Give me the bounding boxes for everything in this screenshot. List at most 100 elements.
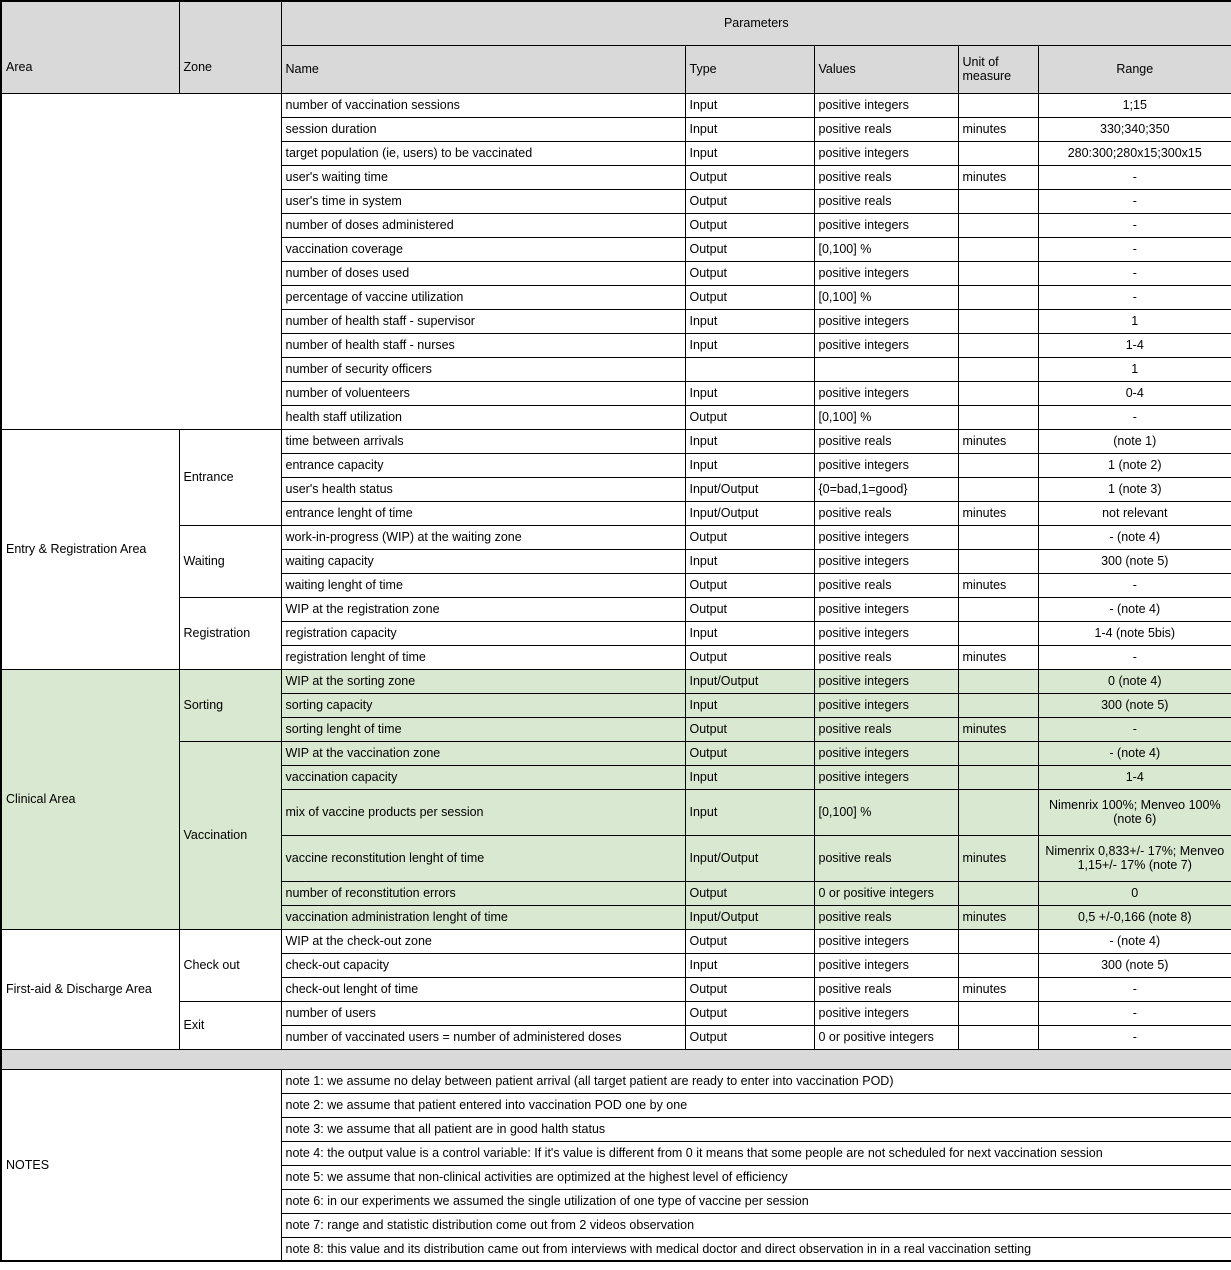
notes-label-cell: NOTES	[0, 1068, 282, 1262]
parameter-values-cell: positive reals	[813, 164, 959, 190]
parameter-unit-cell	[957, 548, 1039, 574]
parameter-name-cell: waiting capacity	[280, 548, 686, 574]
parameter-range-cell: 1	[1037, 356, 1231, 382]
parameter-unit-cell: minutes	[957, 644, 1039, 670]
parameter-unit-cell	[957, 260, 1039, 286]
zone-cell: Vaccination	[178, 740, 282, 930]
parameter-unit-cell: minutes	[957, 500, 1039, 526]
parameter-unit-cell	[957, 404, 1039, 430]
parameter-name-cell: number of health staff - nurses	[280, 332, 686, 358]
parameter-type-cell: Input	[684, 92, 815, 118]
section-separator-row	[0, 1048, 1231, 1070]
parameter-range-cell: (note 1)	[1037, 428, 1231, 454]
header-range-label: Range	[1037, 44, 1231, 94]
parameter-name-cell: sorting capacity	[280, 692, 686, 718]
parameter-values-cell: [0,100] %	[813, 788, 959, 836]
parameter-type-cell: Output	[684, 404, 815, 430]
parameter-range-cell: -	[1037, 1000, 1231, 1026]
parameter-range-cell: -	[1037, 644, 1231, 670]
parameter-unit-cell	[957, 308, 1039, 334]
parameter-range-cell: 330;340;350	[1037, 116, 1231, 142]
parameter-name-cell: number of users	[280, 1000, 686, 1026]
parameter-type-cell: Input	[684, 692, 815, 718]
parameter-range-cell: -	[1037, 716, 1231, 742]
parameter-range-cell: -	[1037, 164, 1231, 190]
table-row: Clinical Area Sorting WIP at the sorting z…	[0, 668, 1231, 930]
parameter-name-cell: WIP at the check-out zone	[280, 928, 686, 954]
parameter-name-cell: user's time in system	[280, 188, 686, 214]
parameter-values-cell	[813, 356, 959, 382]
parameter-values-cell: positive integers	[813, 524, 959, 550]
parameter-name-cell: number of doses used	[280, 260, 686, 286]
table-row: vaccine reconstitution lenght of time Inp…	[1, 834, 1231, 882]
parameter-type-cell: Input/Output	[684, 476, 815, 502]
parameter-values-cell: 0 or positive integers	[813, 880, 959, 906]
parameter-type-cell: Input	[684, 620, 815, 646]
parameter-range-cell: 0	[1037, 880, 1231, 906]
parameter-name-cell: number of reconstitution errors	[280, 880, 686, 906]
parameter-unit-cell	[957, 92, 1039, 118]
table-body: number of vaccination sessions Input posit…	[0, 92, 1231, 1262]
parameter-values-cell: positive reals	[813, 572, 959, 598]
note-row: note 3: we assume that all patient are i…	[1, 1116, 1231, 1142]
parameter-name-cell: number of voluenteers	[280, 380, 686, 406]
parameter-range-cell: 1;15	[1037, 92, 1231, 118]
zone-cell: Entrance	[178, 428, 282, 526]
parameter-values-cell: positive integers	[813, 380, 959, 406]
parameter-unit-cell	[957, 212, 1039, 238]
parameter-values-cell: positive integers	[813, 1000, 959, 1026]
parameter-values-cell: positive integers	[813, 596, 959, 622]
table-row: mix of vaccine products per session Input…	[1, 788, 1231, 836]
note-row: note 8: this value and its distribution …	[1, 1236, 1231, 1262]
zone-cell: Exit	[178, 1000, 282, 1050]
note-text-cell: note 2: we assume that patient entered i…	[280, 1092, 1231, 1118]
parameter-values-cell: positive reals	[813, 500, 959, 526]
parameter-range-cell: 280:300;280x15;300x15	[1037, 140, 1231, 166]
parameter-unit-cell	[957, 1024, 1039, 1050]
parameter-values-cell: positive reals	[813, 904, 959, 930]
parameter-name-cell: percentage of vaccine utilization	[280, 284, 686, 310]
parameter-name-cell: user's health status	[280, 476, 686, 502]
parameter-type-cell: Output	[684, 524, 815, 550]
parameter-type-cell: Input	[684, 332, 815, 358]
table-row: Waiting work-in-progress (WIP) at the wai…	[1, 524, 1231, 598]
header-area-label: Area	[6, 60, 33, 75]
parameter-type-cell: Input	[684, 764, 815, 790]
parameter-range-cell: 0-4	[1037, 380, 1231, 406]
parameter-range-cell: Nimenrix 100%; Menveo 100% (note 6)	[1037, 788, 1231, 836]
parameter-unit-cell	[957, 928, 1039, 954]
parameter-type-cell: Output	[684, 236, 815, 262]
table-row: check-out capacity Input positive integers…	[1, 952, 1231, 978]
parameter-range-cell: 1-4	[1037, 764, 1231, 790]
table-row: check-out lenght of time Output positive r…	[1, 976, 1231, 1002]
parameter-range-cell: -	[1037, 1024, 1231, 1050]
table-header: Area Zone Parameters Name Type Values Un…	[0, 0, 1231, 94]
zone-cell: Waiting	[178, 524, 282, 598]
parameter-unit-cell: minutes	[957, 716, 1039, 742]
parameter-range-cell: -	[1037, 188, 1231, 214]
note-text-cell: note 3: we assume that all patient are i…	[280, 1116, 1231, 1142]
parameter-name-cell: vaccination coverage	[280, 236, 686, 262]
parameter-unit-cell	[957, 236, 1039, 262]
parameter-type-cell: Output	[684, 644, 815, 670]
header-row-group: Area Zone Parameters	[0, 0, 1231, 94]
parameter-name-cell: user's waiting time	[280, 164, 686, 190]
note-row: note 6: in our experiments we assumed th…	[1, 1188, 1231, 1214]
parameter-unit-cell	[957, 284, 1039, 310]
zone-cell: Registration	[178, 596, 282, 670]
parameter-range-cell: 1 (note 2)	[1037, 452, 1231, 478]
header-unit-label: Unit of measure	[957, 44, 1039, 94]
parameter-name-cell: vaccine reconstitution lenght of time	[280, 834, 686, 882]
parameter-values-cell: positive integers	[813, 620, 959, 646]
parameter-unit-cell	[957, 188, 1039, 214]
table-row: number of security officers 1	[1, 356, 1231, 382]
note-row: note 4: the output value is a control va…	[1, 1140, 1231, 1166]
table-row: number of doses administered Output positi…	[1, 212, 1231, 238]
parameter-unit-cell	[957, 1000, 1039, 1026]
note-text-cell: note 1: we assume no delay between patie…	[280, 1068, 1231, 1094]
parameter-unit-cell: minutes	[957, 164, 1039, 190]
parameter-name-cell: work-in-progress (WIP) at the waiting zo…	[280, 524, 686, 550]
parameter-values-cell: positive reals	[813, 428, 959, 454]
parameter-values-cell: positive reals	[813, 716, 959, 742]
parameter-type-cell: Output	[684, 928, 815, 954]
